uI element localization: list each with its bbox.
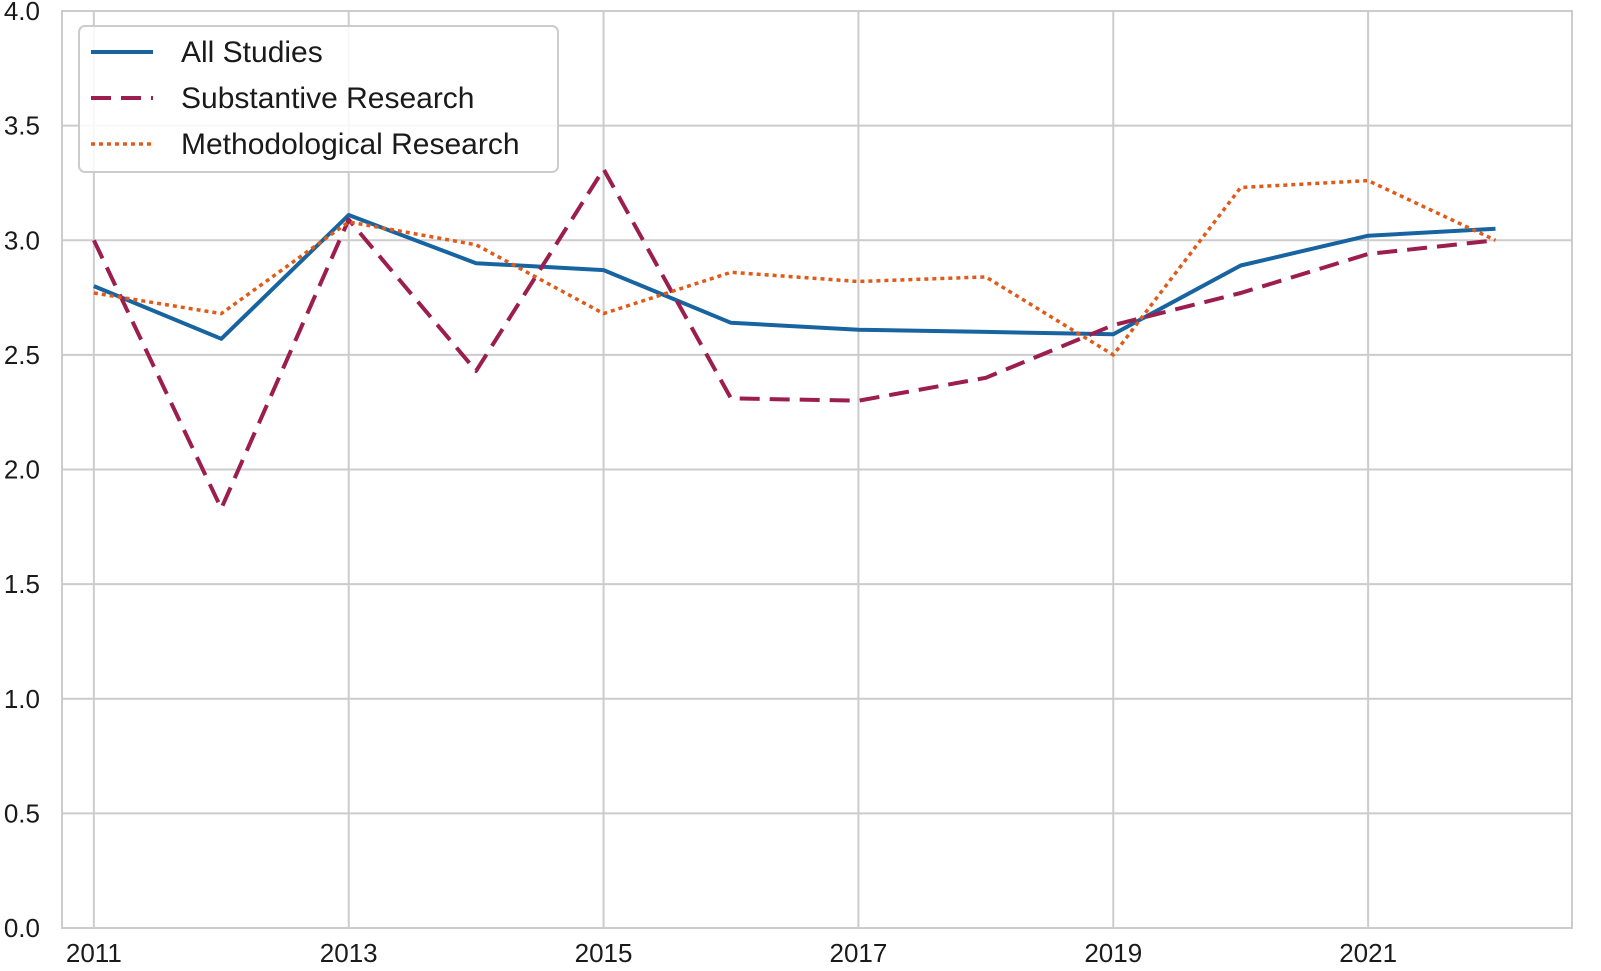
y-tick-label: 1.5 — [4, 569, 40, 599]
x-axis-ticks: 2011 2013 2015 2017 2019 2021 — [66, 938, 1397, 968]
x-tick-label: 2019 — [1084, 938, 1142, 968]
series-lines — [92, 167, 1497, 511]
y-tick-label: 3.0 — [4, 225, 40, 255]
legend-label-methodological-research: Methodological Research — [181, 128, 520, 161]
y-axis-ticks: 0.0 0.5 1.0 1.5 2.0 2.5 3.0 3.5 4.0 — [4, 0, 40, 943]
plot-frame — [61, 10, 1573, 929]
y-tick-label: 0.0 — [4, 913, 40, 943]
y-tick-label: 1.0 — [4, 684, 40, 714]
series-line-all-studies — [93, 213, 1496, 341]
y-tick-label: 4.0 — [4, 0, 40, 26]
x-tick-label: 2021 — [1339, 938, 1397, 968]
legend: All Studies Substantive Research Methodolo… — [78, 25, 559, 173]
x-tick-label: 2013 — [320, 938, 378, 968]
legend-box — [78, 25, 559, 173]
legend-label-all-studies: All Studies — [181, 36, 323, 69]
x-tick-label: 2015 — [575, 938, 633, 968]
y-tick-label: 2.5 — [4, 340, 40, 370]
x-tick-label: 2017 — [829, 938, 887, 968]
series-line-methodological-research — [93, 178, 1497, 357]
y-tick-label: 0.5 — [4, 798, 40, 828]
y-tick-label: 2.0 — [4, 455, 40, 485]
legend-label-substantive-research: Substantive Research — [181, 82, 475, 115]
x-tick-label: 2011 — [66, 938, 122, 968]
y-tick-label: 3.5 — [4, 111, 40, 141]
